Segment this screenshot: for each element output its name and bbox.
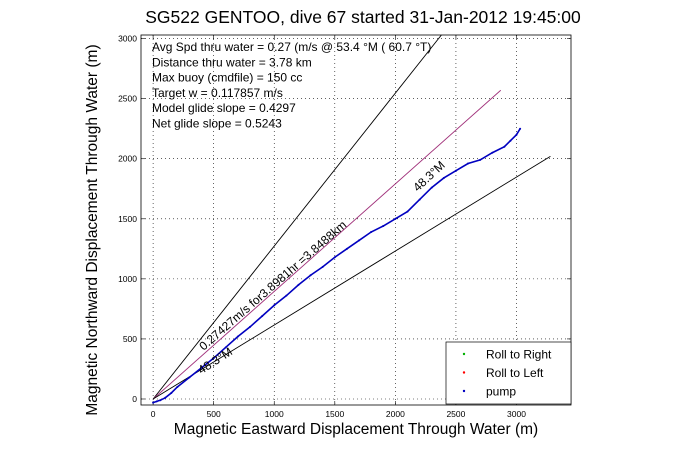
y-axis-label: Magnetic Northward Displacement Through … [84,44,101,415]
data-point [261,315,264,318]
legend-box [445,341,572,405]
x-axis-label: Magnetic Eastward Displacement Through W… [174,421,538,438]
data-point [509,139,512,142]
data-point [297,283,300,286]
data-point [273,304,276,307]
data-point [503,145,506,148]
data-point [212,357,215,360]
data-point [155,400,158,403]
data-point [249,325,252,328]
data-point [164,396,167,399]
data-point [333,256,336,259]
data-series [152,127,522,404]
data-point [442,176,445,179]
series-trace [152,128,521,404]
y-tick-label: 2500 [118,94,137,104]
data-point [394,217,397,220]
y-ticks: 0 500 1000 1500 2000 2500 3000 [118,34,571,404]
data-point [170,391,173,394]
data-point [406,210,409,213]
data-point [358,239,361,242]
legend-marker [462,371,466,374]
data-point [176,385,179,388]
data-point [224,346,227,349]
stats-line: Net glide slope = 0.5243 [152,117,282,131]
stats-line: Avg Spd thru water = 0.27 (m/s @ 53.4 °M… [152,40,431,54]
x-tick-label: 0 [151,409,156,419]
data-point [467,162,470,165]
data-point [479,158,482,161]
data-point [454,169,457,172]
data-point [309,274,312,277]
heading-line-line [152,89,502,400]
legend: Roll to Right Roll to Left pump [445,341,572,405]
data-point [418,198,421,201]
x-tick-label: 500 [207,409,221,419]
data-point [285,294,288,297]
data-point [200,366,203,369]
x-tick-label: 1500 [325,409,344,419]
y-tick-label: 1000 [118,274,137,284]
legend-marker [462,389,466,393]
data-point [430,186,433,189]
data-point [519,127,522,130]
x-tick-label: 3000 [507,409,526,419]
data-point [345,247,348,250]
y-tick-label: 0 [132,394,137,404]
y-tick-label: 500 [123,334,137,344]
legend-marker [462,352,466,356]
x-tick-label: 1000 [265,409,284,419]
y-tick-label: 3000 [118,34,137,44]
lower-envelope-line [152,155,551,400]
stats-line: Max buoy (cmdfile) = 150 cc [152,71,302,85]
y-tick-label: 1500 [118,214,137,224]
stats-block: Avg Spd thru water = 0.27 (m/s @ 53.4 °M… [152,40,431,131]
stats-line: Target w = 0.117857 m/s [152,86,283,100]
y-tick-label: 2000 [118,154,137,164]
reference-lines [152,34,551,400]
data-point [491,151,494,154]
x-ticks: 0 500 1000 1500 2000 2500 3000 [151,35,526,419]
data-point [152,401,155,404]
stats-line: Distance thru water = 3.78 km [152,55,312,69]
stats-line: Model glide slope = 0.4297 [152,101,296,115]
chart-title: SG522 GENTOO, dive 67 started 31-Jan-201… [145,7,581,27]
legend-label: Roll to Right [486,348,552,362]
data-point [370,231,373,234]
x-tick-label: 2000 [386,409,405,419]
data-point [321,265,324,268]
data-point [382,225,385,228]
data-point [159,399,162,402]
upper-envelope-line [152,34,442,400]
data-point [236,335,239,338]
legend-label: Roll to Left [486,366,544,380]
data-point [515,133,518,136]
legend-label: pump [486,385,516,399]
x-tick-label: 2500 [446,409,465,419]
data-point [188,376,191,379]
